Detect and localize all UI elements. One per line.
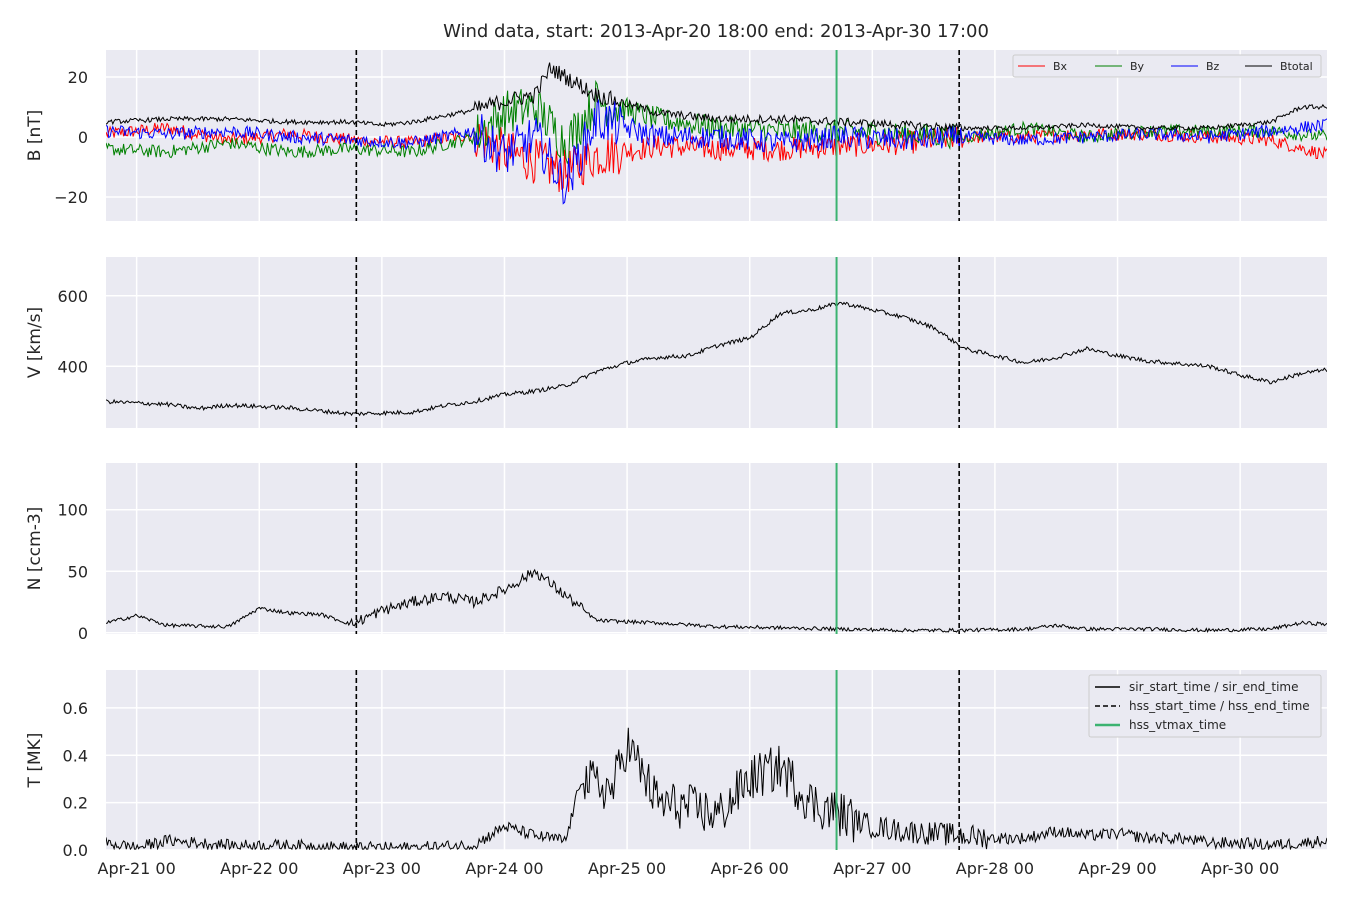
panel-B: −20 0 20 B [nT] [25, 50, 1327, 221]
legend-b: Bx By Bz Btotal [1012, 54, 1322, 78]
panel-V: 400 600 V [km/s] [25, 257, 1327, 428]
y-axis-label: B [nT] [25, 110, 45, 162]
x-tick-label: Apr-25 00 [588, 859, 666, 878]
panel-background [106, 463, 1327, 634]
y-tick-label: 100 [57, 501, 88, 520]
legend-label: sir_start_time / sir_end_time [1129, 680, 1299, 694]
series-line [106, 568, 1327, 633]
y-tick-label: 0.6 [63, 699, 88, 718]
legend-label: hss_start_time / hss_end_time [1129, 699, 1310, 713]
y-tick-label: −20 [54, 188, 88, 207]
legend-label: Bx [1053, 60, 1068, 73]
legend-t: sir_start_time / sir_end_time hss_start_t… [1088, 674, 1322, 738]
y-tick-label: 0.4 [63, 746, 88, 765]
chart-title: Wind data, start: 2013-Apr-20 18:00 end:… [443, 21, 989, 42]
panel-N: 0 50 100 N [ccm-3] [25, 463, 1327, 643]
y-tick-label: 600 [57, 287, 88, 306]
x-tick-label: Apr-23 00 [343, 859, 421, 878]
plot-area: −20 0 20 B [nT] 400 600 V [km/s] 0 50 100 N [ccm-3… [25, 50, 1327, 878]
y-tick-label: 0 [78, 128, 88, 147]
y-tick-label: 50 [68, 562, 88, 581]
series-line-btotal [106, 62, 1327, 132]
series-line [106, 727, 1327, 850]
x-tick-label: Apr-28 00 [956, 859, 1034, 878]
x-tick-label: Apr-24 00 [465, 859, 543, 878]
x-tick-label: Apr-30 00 [1201, 859, 1279, 878]
x-tick-label: Apr-21 00 [98, 859, 176, 878]
series-line-bz [106, 98, 1327, 205]
x-tick-label: Apr-26 00 [711, 859, 789, 878]
legend-label: By [1130, 60, 1145, 73]
y-axis-label: N [ccm-3] [25, 507, 45, 591]
panel-background [106, 257, 1327, 428]
y-tick-label: 0 [78, 624, 88, 643]
panel-background [106, 50, 1327, 221]
y-tick-label: 400 [57, 357, 88, 376]
y-axis-label: V [km/s] [25, 307, 45, 378]
y-tick-label: 0.0 [63, 841, 88, 860]
x-tick-label: Apr-22 00 [220, 859, 298, 878]
y-axis-label: T [MK] [25, 733, 45, 789]
y-tick-label: 20 [68, 68, 88, 87]
x-tick-label: Apr-27 00 [833, 859, 911, 878]
legend-label: Btotal [1280, 60, 1313, 73]
legend-box [1088, 674, 1322, 738]
legend-label: hss_vtmax_time [1129, 718, 1226, 732]
legend-label: Bz [1206, 60, 1220, 73]
y-tick-label: 0.2 [63, 794, 88, 813]
legend-box [1012, 54, 1322, 78]
series-line [106, 301, 1327, 417]
x-tick-label: Apr-29 00 [1078, 859, 1156, 878]
